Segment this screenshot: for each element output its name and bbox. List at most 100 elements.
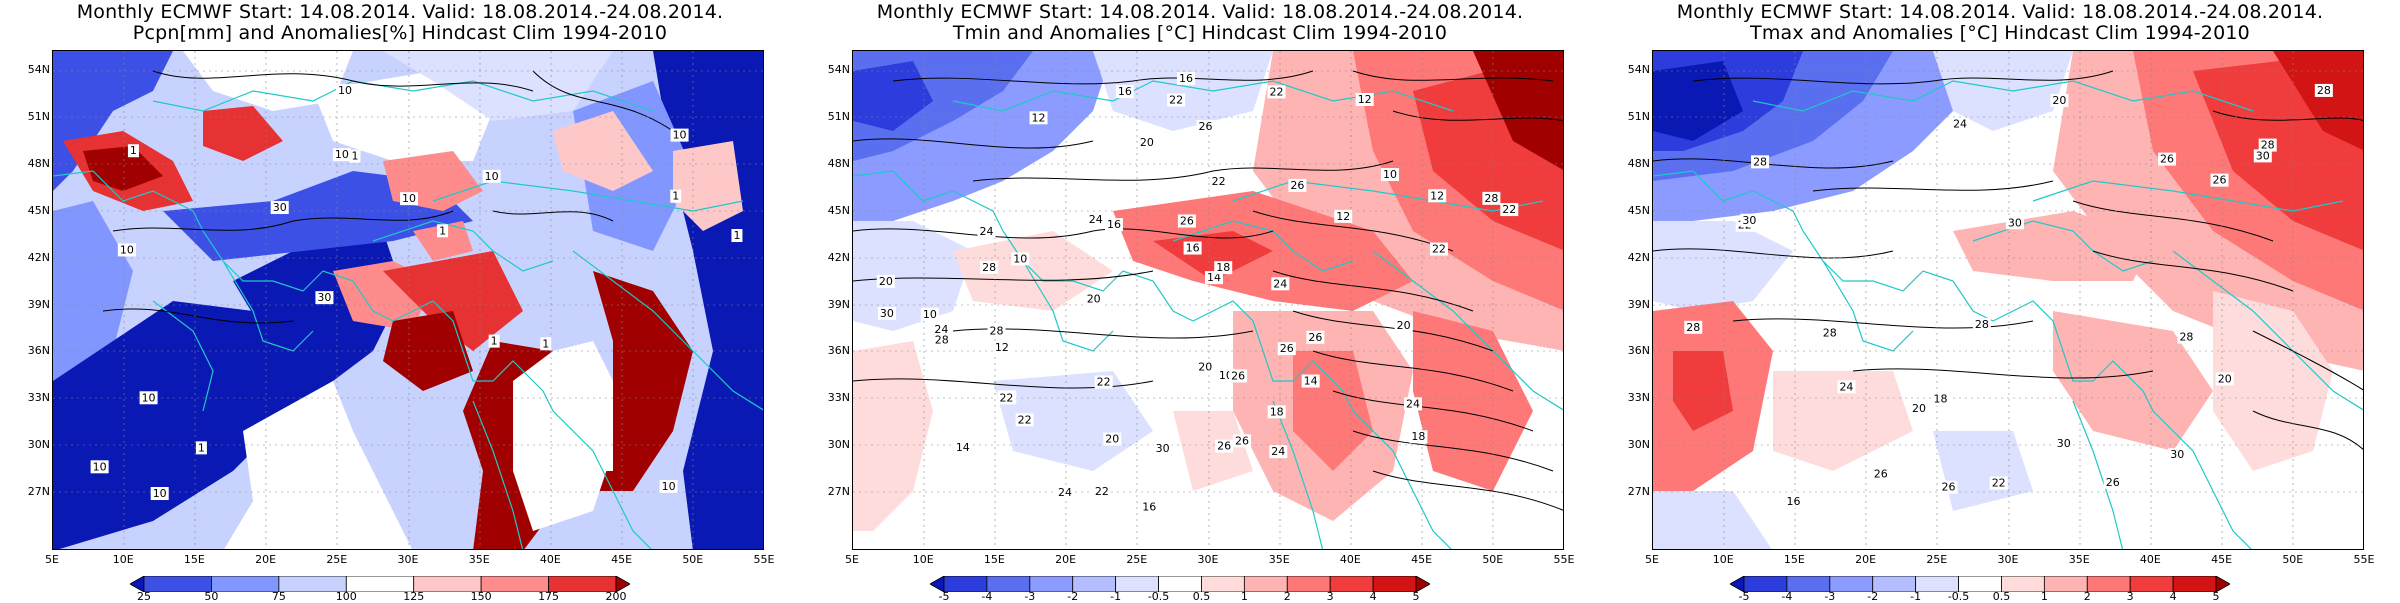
lon-tick-label: 40E: [2139, 553, 2161, 566]
lon-tick-label: 10E: [1712, 553, 1734, 566]
contour-label: 26: [2106, 476, 2120, 489]
colorbar-tick-label: 100: [335, 590, 357, 603]
tmax-map-field: 2018201624262828302228263028302628283028…: [1653, 51, 2363, 549]
lat-tick-label: 30N: [1627, 438, 1650, 452]
contour-label: 24: [934, 323, 948, 336]
contour-label: 10: [673, 129, 687, 142]
contour-label: 12: [995, 341, 1009, 354]
contour-label: 26: [2160, 153, 2174, 166]
lon-tick-label: 5E: [845, 553, 859, 566]
colorbar-tick-label: -0.5: [1947, 590, 1970, 603]
lon-tick-label: 15E: [1783, 553, 1805, 566]
contour-label-bg: [1751, 155, 1770, 169]
lat-tick-label: 36N: [827, 344, 850, 358]
contour-label-bg: [1277, 342, 1296, 356]
contour-label: 10: [153, 487, 167, 500]
contour-label: 26: [1280, 342, 1294, 355]
contour-label: 26: [1231, 369, 1245, 382]
panel-subtitle: Pcpn[mm] and Anomalies[%] Hindcast Clim …: [132, 22, 668, 44]
lat-tick-label: 51N: [1627, 109, 1650, 123]
lat-tick-label: 48N: [1627, 156, 1650, 170]
contour-label-bg: [1931, 392, 1950, 406]
contour-label-bg: [1394, 319, 1413, 333]
contour-label: 1: [439, 224, 446, 237]
contour-label-bg: [2215, 372, 2234, 386]
contour-label-bg: [400, 192, 419, 206]
lon-tick-label: 15E: [183, 553, 205, 566]
contour-label-bg: [127, 144, 139, 158]
lon-tick-label: 30E: [1197, 553, 1219, 566]
lon-tick-label: 55E: [2353, 553, 2375, 566]
contour-label-bg: [1784, 494, 1803, 508]
lat-tick-label: 54N: [1627, 63, 1650, 76]
lat-tick-label: 36N: [1627, 344, 1650, 358]
contour-label: 1: [130, 144, 137, 157]
colorbar-tick-label: -0.5: [1147, 590, 1170, 603]
panel-subtitle: Tmax and Anomalies [°C] Hindcast Clim 19…: [1750, 22, 2250, 44]
lat-tick-label: 45N: [1627, 203, 1650, 217]
contour-label-bg: [195, 441, 207, 455]
contour-label-bg: [2054, 437, 2073, 451]
panel-subtitle: Tmin and Anomalies [°C] Hindcast Clim 19…: [952, 22, 1448, 44]
contour-label: 22: [1270, 85, 1284, 98]
contour-label: 22: [1095, 485, 1109, 498]
lat-tick-label: 51N: [827, 109, 850, 123]
contour-label-bg: [139, 391, 158, 405]
contour-label-bg: [1015, 413, 1034, 427]
colorbar-tick-label: -3: [1824, 590, 1836, 603]
contour-label: 10: [662, 480, 676, 493]
contour-label: 30: [2170, 448, 2184, 461]
colorbar: [129, 575, 631, 593]
contour-label: 28: [1823, 326, 1837, 339]
contour-label: 24: [979, 225, 993, 238]
colorbar-tick-label: 2: [1283, 590, 1291, 603]
colorbar-segment: [615, 575, 631, 593]
contour-label-bg: [997, 391, 1016, 405]
colorbar-tick-label: 0.5: [1992, 590, 2011, 603]
contour-label: 22: [1212, 175, 1226, 188]
lon-tick-label: 45E: [611, 553, 633, 566]
lon-tick-label: 20E: [1855, 553, 1877, 566]
lon-tick-label: 20E: [1055, 553, 1077, 566]
contour-label-bg: [2253, 149, 2272, 163]
contour-label-bg: [1355, 92, 1374, 106]
contour-label-bg: [877, 306, 896, 320]
precipitation-map: 10 10 10 30 10 10 10 10 10 30 10 1 1 1 1 1 10 1 1 1: [52, 50, 764, 550]
contour-label: 16: [1118, 85, 1132, 98]
lon-tick-label: 5E: [45, 553, 59, 566]
colorbar-tick-label: 175: [538, 590, 560, 603]
lon-tick-label: 10E: [912, 553, 934, 566]
colorbar-tick-label: 3: [2126, 590, 2134, 603]
lon-tick-label: 10E: [112, 553, 134, 566]
contour-label: 28: [1975, 318, 1989, 331]
precipitation-panel: Monthly ECMWF Start: 14.08.2014. Valid: …: [0, 0, 800, 603]
colorbar-tick-label: 200: [605, 590, 627, 603]
contour-label-bg: [1989, 476, 2008, 490]
contour-label: 30: [1742, 214, 1756, 227]
contour-label: 18: [1216, 261, 1230, 274]
contour-label: 28: [935, 334, 949, 347]
contour-label: 26: [1199, 120, 1213, 133]
contour-label: 20: [1912, 402, 1926, 415]
lat-tick-label: 27N: [827, 485, 850, 499]
contour-label: 30: [2256, 149, 2270, 162]
contour-label: 20: [1198, 361, 1212, 374]
contour-label: 30: [2057, 437, 2071, 450]
contour-label: 10: [142, 391, 156, 404]
contour-label: 1: [672, 190, 679, 203]
contour-label-bg: [1092, 485, 1111, 499]
lat-tick-label: 45N: [27, 203, 50, 217]
tmax-panel: Monthly ECMWF Start: 14.08.2014. Valid: …: [1600, 0, 2400, 603]
lon-tick-label: 40E: [1339, 553, 1361, 566]
contour-label: 16: [1107, 218, 1121, 231]
colorbar-tick-label: -2: [1067, 590, 1079, 603]
contour-label-bg: [270, 201, 289, 215]
colorbar-tick-label: -5: [1738, 590, 1750, 603]
contour-label-bg: [2103, 475, 2122, 489]
tmin-panel: Monthly ECMWF Start: 14.08.2014. Valid: …: [800, 0, 1600, 603]
lat-tick-label: 33N: [1627, 391, 1650, 405]
contour-label-bg: [992, 341, 1011, 355]
colorbar-tick-label: 5: [1412, 590, 1420, 603]
contour-label-bg: [1183, 241, 1202, 255]
contour-label-bg: [1380, 168, 1399, 182]
